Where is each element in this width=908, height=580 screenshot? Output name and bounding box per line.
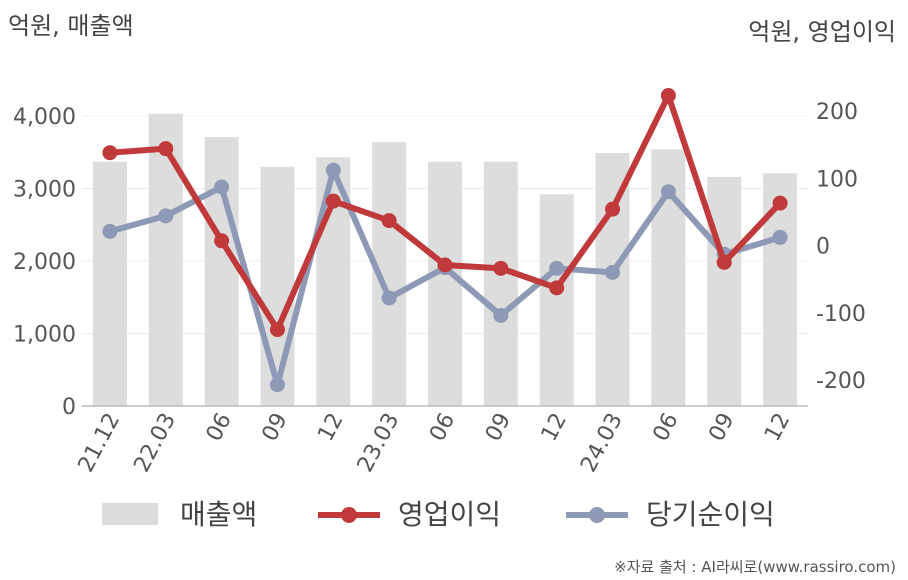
- bar-revenue: [92, 161, 127, 406]
- legend-label-operating-profit: 영업이익: [398, 498, 501, 531]
- point-net-income: [660, 184, 676, 200]
- left-tick-label: 2,000: [13, 250, 76, 275]
- bar-revenue: [539, 194, 574, 406]
- source-credit: ※자료 출처 : AI라씨로(www.rassiro.com): [614, 558, 896, 576]
- x-tick-label: 23.03: [353, 409, 405, 476]
- point-net-income: [605, 264, 621, 280]
- point-operating-profit: [437, 257, 453, 273]
- point-net-income: [325, 162, 341, 178]
- bar-revenue: [204, 137, 239, 406]
- bar-revenue: [707, 176, 742, 406]
- bar-revenue: [428, 161, 462, 406]
- point-operating-profit: [381, 213, 397, 229]
- left-tick-label: 0: [62, 395, 76, 420]
- x-tick-label: 12: [537, 409, 572, 445]
- right-tick-label: -100: [816, 302, 866, 327]
- point-operating-profit: [605, 201, 621, 217]
- left-axis-ticks: 0 1,000 2,000 3,000 4,000: [13, 105, 76, 420]
- bar-revenue: [260, 166, 295, 406]
- right-axis-ticks: -200 -100 0 100 200: [816, 100, 866, 394]
- x-tick-label: 06: [425, 409, 460, 445]
- point-operating-profit: [158, 141, 174, 157]
- point-net-income: [549, 260, 565, 276]
- x-tick-label: 09: [258, 409, 293, 445]
- legend-label-net-income: 당기순이익: [646, 498, 775, 531]
- left-axis-unit: 억원, 매출액: [8, 12, 134, 40]
- point-net-income: [269, 377, 285, 393]
- legend: 매출액 영업이익 당기순이익: [102, 498, 775, 531]
- right-tick-label: 0: [816, 235, 830, 260]
- left-tick-label: 1,000: [13, 323, 76, 348]
- x-tick-label: 24.03: [576, 409, 628, 476]
- point-net-income: [158, 208, 174, 224]
- x-axis-ticks: 21.12 22.03 06 09 12 23.03 06 09 12 24.03 06 09 12: [74, 409, 796, 476]
- point-net-income: [102, 223, 118, 239]
- right-tick-label: 100: [816, 167, 858, 192]
- x-tick-label: 22.03: [129, 409, 181, 476]
- x-tick-label: 21.12: [74, 409, 126, 476]
- profit-lines: [102, 88, 788, 393]
- right-tick-label: -200: [816, 369, 866, 394]
- left-tick-label: 3,000: [13, 178, 76, 203]
- legend-swatch-revenue: [102, 503, 158, 525]
- point-operating-profit: [493, 260, 509, 276]
- right-axis-unit: 억원, 영업이익: [748, 18, 896, 46]
- point-net-income: [214, 179, 230, 195]
- legend-marker-operating-profit: [341, 507, 357, 523]
- left-tick-label: 4,000: [13, 105, 76, 130]
- point-operating-profit: [325, 193, 341, 209]
- point-net-income: [772, 229, 788, 245]
- point-operating-profit: [214, 233, 230, 249]
- point-operating-profit: [102, 145, 118, 161]
- right-tick-label: 200: [816, 100, 858, 125]
- point-operating-profit: [716, 254, 732, 270]
- point-operating-profit: [269, 322, 285, 338]
- x-tick-label: 06: [202, 409, 237, 445]
- x-tick-label: 06: [648, 409, 683, 445]
- bar-revenue: [483, 161, 518, 406]
- x-tick-label: 12: [313, 409, 348, 445]
- point-net-income: [493, 307, 509, 323]
- legend-label-revenue: 매출액: [180, 498, 257, 531]
- point-operating-profit: [660, 88, 676, 104]
- x-tick-label: 09: [481, 409, 516, 445]
- point-operating-profit: [772, 195, 788, 211]
- x-tick-label: 09: [704, 409, 739, 445]
- legend-marker-net-income: [589, 507, 605, 523]
- bar-revenue: [148, 113, 183, 406]
- point-net-income: [381, 290, 397, 306]
- point-operating-profit: [549, 280, 565, 296]
- x-tick-label: 12: [760, 409, 795, 445]
